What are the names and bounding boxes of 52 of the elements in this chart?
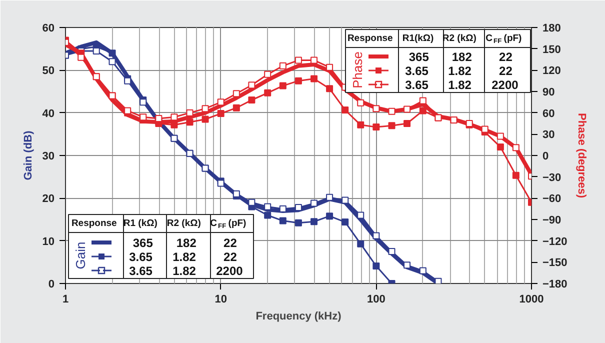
annotation: Phase: [350, 52, 365, 88]
annotation: 365: [132, 236, 154, 250]
annotation: 22: [224, 250, 238, 264]
annotation: Response: [347, 33, 393, 44]
y2-tick-label: −90: [542, 214, 562, 226]
y2-tick-label: 30: [542, 129, 555, 142]
annotation: 3.65: [129, 250, 153, 264]
y2-tick-label: 60: [542, 108, 555, 120]
y-tick-label: 60: [42, 22, 55, 34]
annotation: 22: [499, 64, 513, 78]
y-tick-label: 50: [42, 65, 55, 78]
annotation: 182: [176, 236, 197, 250]
x-tick-label: 1: [62, 294, 69, 306]
y-tick-label: 30: [42, 150, 55, 162]
annotation: R1(kΩ): [402, 33, 434, 44]
y2-tick-label: 180: [542, 22, 561, 34]
y2-tick-label: −60: [542, 193, 562, 206]
y2-tick-label: 90: [542, 86, 555, 98]
annotation: 22: [224, 236, 238, 250]
annotation: 1.82: [448, 64, 472, 78]
y2-tick-label: 150: [542, 44, 561, 56]
x-tick-label: 100: [366, 294, 386, 306]
x-tick-label: 1000: [519, 294, 544, 306]
annotation: Response: [71, 218, 117, 229]
y-tick-label: 0: [48, 278, 55, 290]
y2-tick-label: −120: [542, 236, 568, 248]
annotation: R1 (kΩ): [123, 218, 158, 229]
annotation: 1.82: [172, 264, 196, 278]
y2-tick-label: −30: [542, 172, 562, 184]
annotation: 1.82: [448, 78, 472, 92]
y-tick-label: 40: [42, 108, 55, 120]
y-tick-label: 10: [42, 236, 55, 248]
x-axis-title: Frequency (kHz): [256, 310, 342, 322]
annotation: 22: [499, 50, 513, 64]
y2-axis-title: Phase (degrees): [575, 113, 588, 198]
y2-tick-label: −180: [542, 278, 568, 290]
annotation: 2200: [492, 78, 519, 92]
y-axis-title: Gain (dB): [22, 130, 34, 180]
annotation: R2 (kΩ): [166, 218, 201, 229]
annotation: 3.65: [405, 78, 429, 92]
annotation: 365: [408, 50, 430, 64]
y2-tick-label: 0: [542, 150, 549, 162]
annotation: 3.65: [405, 64, 429, 78]
annotation: 182: [452, 50, 472, 64]
annotation: Gain: [73, 242, 88, 270]
x-tick-label: 10: [214, 294, 227, 306]
y2-tick-label: 120: [542, 65, 561, 78]
annotation: 1.82: [172, 250, 196, 264]
y2-tick-label: −150: [542, 257, 568, 270]
y-tick-label: 20: [42, 193, 55, 206]
annotation: 2200: [216, 264, 244, 278]
annotation: 3.65: [129, 264, 153, 278]
